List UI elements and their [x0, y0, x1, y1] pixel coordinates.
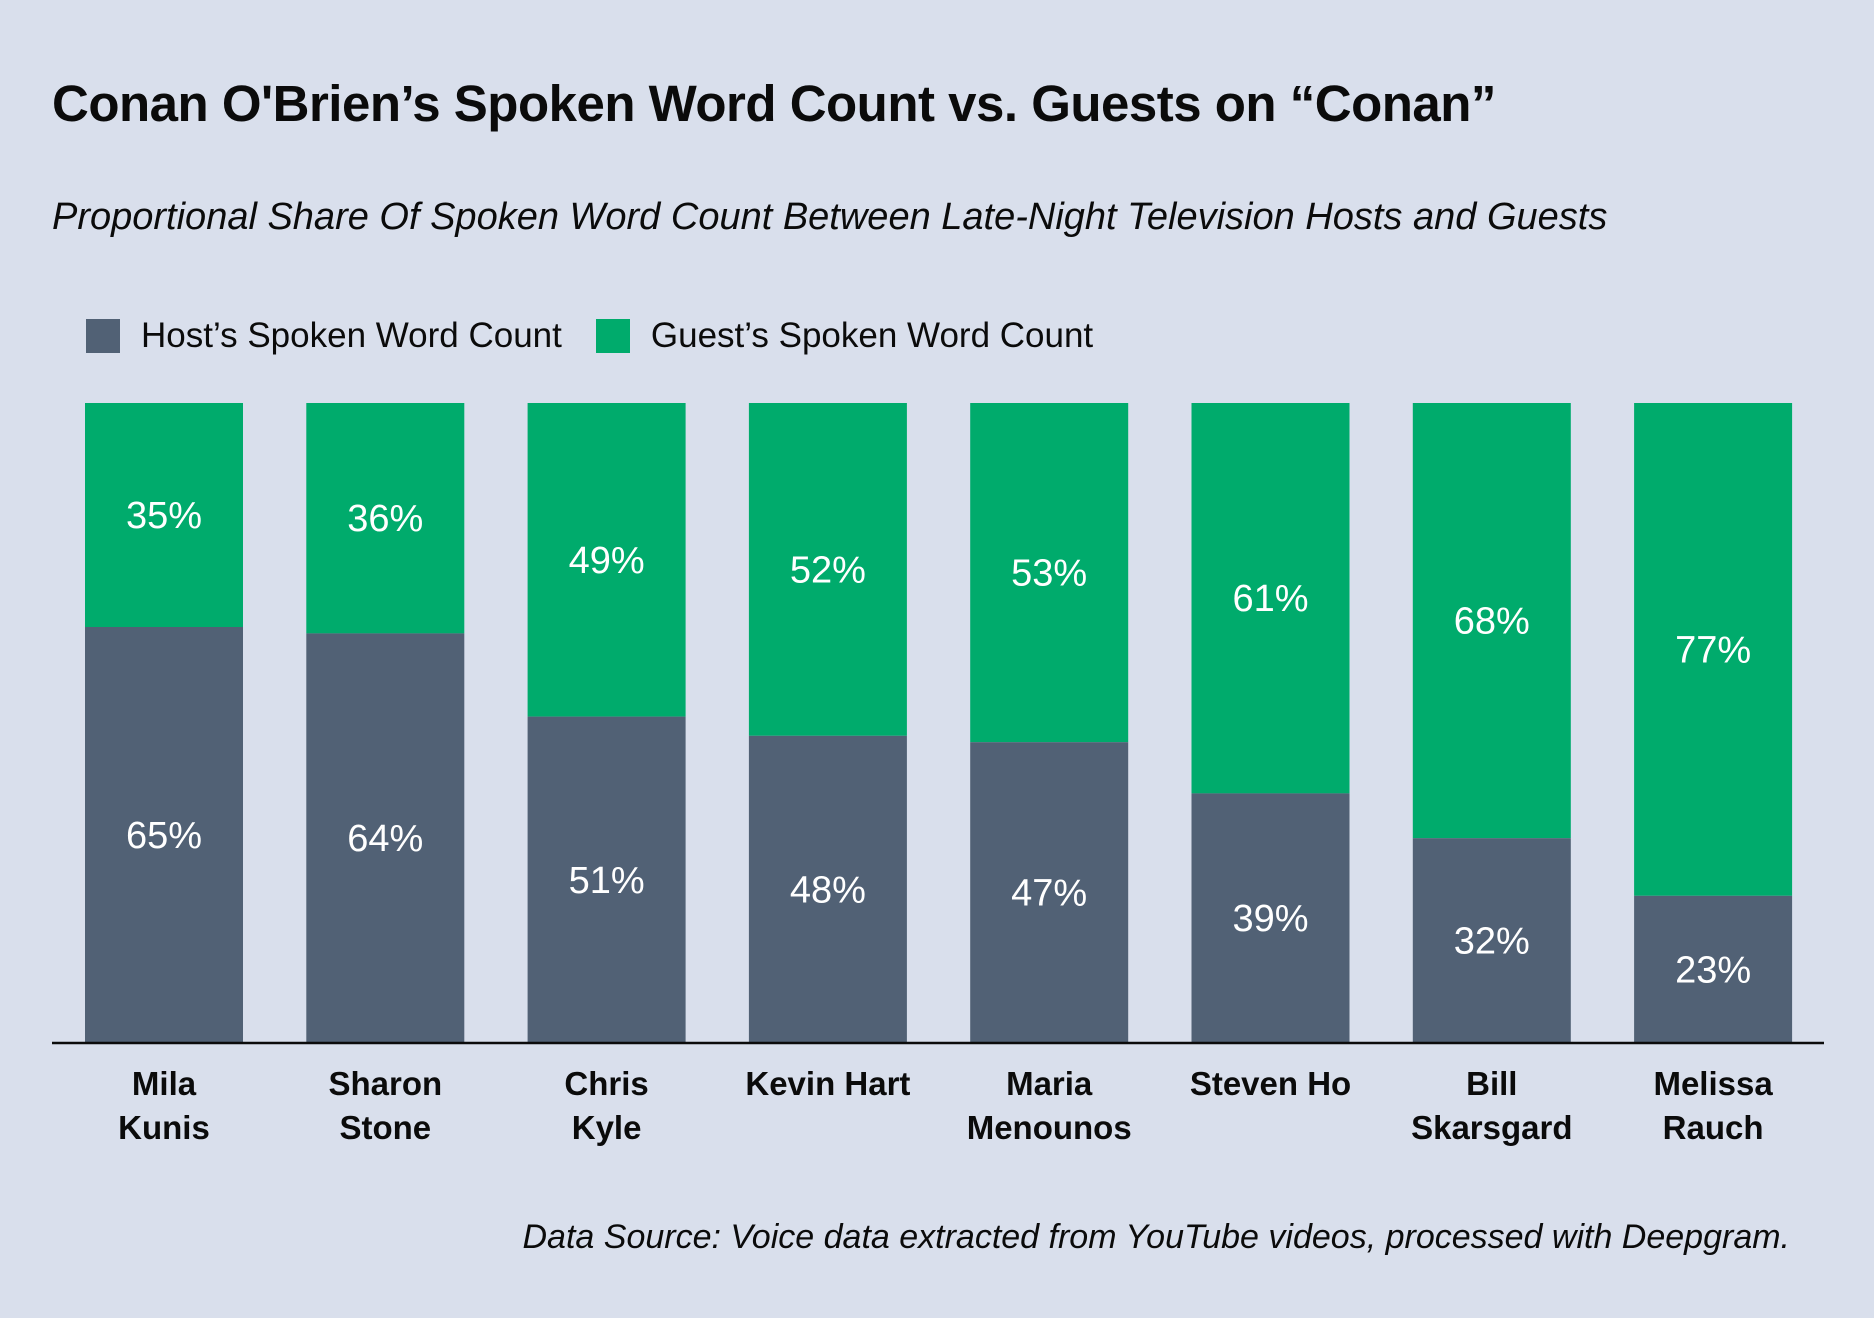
- data-label-host: 64%: [347, 818, 423, 860]
- data-label-guest: 52%: [790, 549, 866, 591]
- data-label-host: 32%: [1454, 921, 1530, 963]
- bar-host: [1191, 793, 1350, 1043]
- bar-host: [306, 633, 465, 1043]
- legend-swatch-host: [86, 319, 120, 353]
- bar-guest: [306, 403, 465, 634]
- legend-label-guest: Guest’s Spoken Word Count: [650, 316, 1094, 355]
- legend-swatch-guest: [595, 319, 630, 353]
- legend-item-host: Host’s Spoken Word Count: [86, 316, 562, 356]
- x-tick-label: Kevin Hart: [745, 1065, 910, 1102]
- x-tick-label: Skarsgard: [1411, 1109, 1572, 1146]
- data-label-host: 47%: [1011, 873, 1087, 915]
- x-tick-label: Chris: [564, 1065, 648, 1102]
- data-label-guest: 77%: [1675, 629, 1751, 671]
- bar-host: [1634, 895, 1793, 1043]
- data-label-guest: 35%: [126, 495, 202, 537]
- bar-host: [748, 735, 907, 1043]
- x-tick-label: Steven Ho: [1190, 1065, 1351, 1102]
- data-label-host: 65%: [126, 815, 202, 857]
- data-label-host: 48%: [790, 869, 866, 911]
- bar-host: [970, 742, 1129, 1043]
- x-tick-label: Mila: [132, 1065, 197, 1102]
- bar-guest: [1634, 403, 1793, 896]
- legend-item-guest: Guest’s Spoken Word Count: [595, 316, 1094, 356]
- x-tick-label: Stone: [339, 1109, 431, 1146]
- data-label-guest: 49%: [569, 540, 645, 582]
- x-tick-label: Sharon: [328, 1065, 442, 1102]
- chart-title: Conan O'Brien’s Spoken Word Count vs. Gu…: [52, 75, 1496, 132]
- bar-guest: [970, 403, 1129, 743]
- data-label-guest: 36%: [347, 498, 423, 540]
- x-tick-label: Rauch: [1663, 1109, 1764, 1146]
- legend-label-host: Host’s Spoken Word Count: [141, 316, 562, 355]
- bar-guest: [527, 403, 686, 717]
- legend: Host’s Spoken Word Count Guest’s Spoken …: [86, 316, 1127, 356]
- bar-guest: [1412, 403, 1571, 839]
- bar-guest: [85, 403, 243, 627]
- data-label-host: 51%: [569, 860, 645, 902]
- data-label-host: 23%: [1675, 949, 1751, 991]
- bar-host: [1412, 838, 1571, 1043]
- data-source-note: Data Source: Voice data extracted from Y…: [522, 1218, 1791, 1256]
- x-tick-label: Maria: [1006, 1065, 1093, 1102]
- data-label-host: 39%: [1232, 898, 1308, 940]
- x-tick-label: Kunis: [118, 1109, 210, 1146]
- x-tick-label: Bill: [1466, 1065, 1517, 1102]
- bar-guest: [748, 403, 907, 736]
- bar-guest: [1191, 403, 1350, 794]
- x-tick-label: Kyle: [572, 1109, 642, 1146]
- bar-host: [85, 627, 243, 1043]
- chart-subtitle: Proportional Share Of Spoken Word Count …: [52, 196, 1608, 238]
- x-tick-label: Menounos: [967, 1109, 1132, 1146]
- data-label-guest: 61%: [1232, 578, 1308, 620]
- data-label-guest: 68%: [1454, 601, 1530, 643]
- x-tick-label: Melissa: [1653, 1065, 1773, 1102]
- data-label-guest: 53%: [1011, 553, 1087, 595]
- bar-host: [527, 716, 686, 1043]
